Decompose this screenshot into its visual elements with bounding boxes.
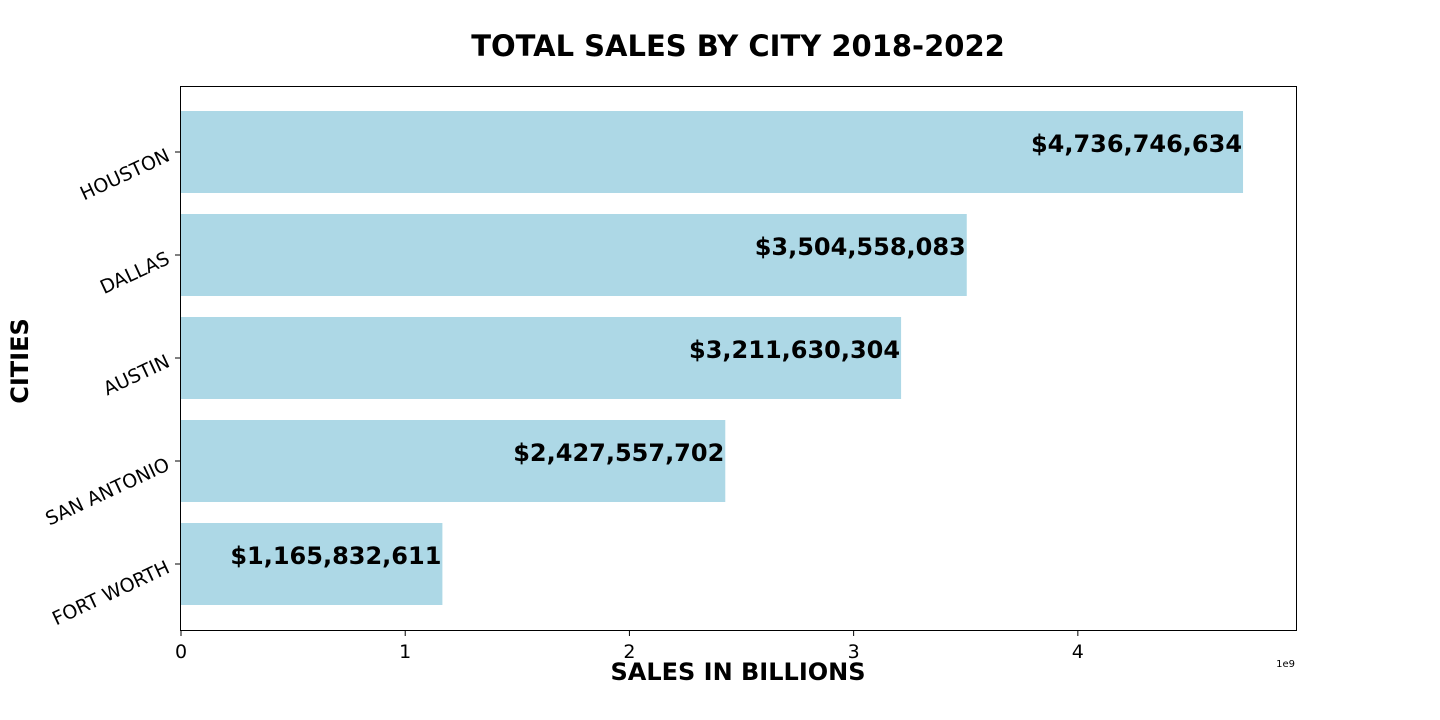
y-tick-label: FORT WORTH bbox=[49, 557, 173, 631]
data-label: $3,504,558,083 bbox=[755, 233, 966, 261]
x-tick-label: 4 bbox=[1072, 641, 1084, 663]
bar-houston bbox=[181, 111, 1244, 193]
y-tick-label: DALLAS bbox=[97, 248, 173, 299]
bar-san-antonio bbox=[181, 420, 726, 502]
bar-austin bbox=[181, 317, 902, 399]
bar-dallas bbox=[181, 214, 967, 296]
x-tick-label: 0 bbox=[175, 641, 187, 663]
bars-layer: $4,736,746,634 $3,504,558,083 $3,211,630,3… bbox=[181, 111, 1244, 605]
y-tick-label: AUSTIN bbox=[100, 351, 173, 401]
bar-fort-worth bbox=[181, 523, 443, 605]
x-axis-label: SALES IN BILLIONS bbox=[610, 658, 865, 686]
y-tick-label: SAN ANTONIO bbox=[42, 454, 173, 531]
data-label: $1,165,832,611 bbox=[230, 542, 441, 570]
x-tick-label: 3 bbox=[848, 641, 860, 663]
data-label: $3,211,630,304 bbox=[689, 336, 900, 364]
x-tick-label: 2 bbox=[623, 641, 635, 663]
x-tick-label: 1 bbox=[399, 641, 411, 663]
x-offset-label: 1e9 bbox=[1276, 659, 1295, 670]
data-label: $2,427,557,702 bbox=[513, 439, 724, 467]
y-axis-label: CITIES bbox=[6, 318, 34, 404]
y-tick-label: HOUSTON bbox=[77, 145, 173, 206]
chart-title: TOTAL SALES BY CITY 2018-2022 bbox=[471, 29, 1005, 63]
data-label: $4,736,746,634 bbox=[1031, 130, 1242, 158]
